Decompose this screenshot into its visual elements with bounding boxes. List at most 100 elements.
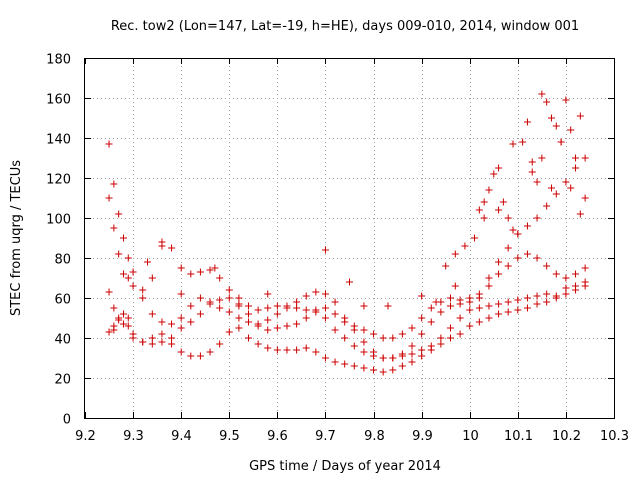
- data-point: [446, 294, 454, 302]
- data-point: [148, 310, 156, 318]
- y-tick-label: 180: [46, 53, 71, 68]
- data-point: [360, 348, 368, 356]
- series-sat-D: [105, 140, 589, 362]
- data-point: [495, 310, 503, 318]
- data-point: [216, 296, 224, 304]
- data-point: [196, 268, 204, 276]
- data-point: [196, 352, 204, 360]
- data-point: [451, 250, 459, 258]
- data-point: [139, 294, 147, 302]
- series-sat-F: [110, 138, 589, 334]
- data-point: [115, 314, 123, 322]
- data-point: [273, 324, 281, 332]
- data-point: [293, 320, 301, 328]
- data-point: [119, 320, 127, 328]
- x-tick-labels: 9.2 9.3 9.4 9.5 9.6 9.7 9.8 9.9 10 10.1 10.2 10.3: [75, 429, 629, 444]
- data-point: [293, 346, 301, 354]
- data-point: [245, 310, 253, 318]
- data-point: [216, 304, 224, 312]
- data-point: [533, 214, 541, 222]
- data-point: [245, 334, 253, 342]
- data-point: [379, 368, 387, 376]
- data-point: [168, 334, 176, 342]
- data-point: [350, 362, 358, 370]
- series-sat-A: [105, 282, 589, 376]
- data-point: [552, 190, 560, 198]
- data-point: [533, 300, 541, 308]
- data-point: [110, 180, 118, 188]
- data-point: [581, 154, 589, 162]
- data-point: [360, 302, 368, 310]
- series-sat-B: [105, 278, 589, 362]
- data-point: [254, 320, 262, 328]
- data-point: [533, 178, 541, 186]
- data-point: [370, 366, 378, 374]
- data-point: [418, 314, 426, 322]
- data-point: [543, 298, 551, 306]
- y-tick-labels: 0 20 40 60 80 100 120 140 160 180: [46, 53, 71, 428]
- data-point: [168, 320, 176, 328]
- data-point: [485, 302, 493, 310]
- data-point: [437, 340, 445, 348]
- data-point: [418, 346, 426, 354]
- data-point: [235, 324, 243, 332]
- data-point: [129, 282, 137, 290]
- data-point: [533, 292, 541, 300]
- data-point: [206, 298, 214, 306]
- data-point: [370, 330, 378, 338]
- data-point: [124, 254, 132, 262]
- data-point: [302, 344, 310, 352]
- data-point: [538, 90, 546, 98]
- data-point: [495, 258, 503, 266]
- data-point: [115, 210, 123, 218]
- data-point: [129, 330, 137, 338]
- x-tick-label: 9.8: [364, 429, 385, 444]
- data-point: [562, 290, 570, 298]
- data-point: [360, 326, 368, 334]
- data-point: [187, 318, 195, 326]
- data-point: [321, 354, 329, 362]
- data-point: [499, 198, 507, 206]
- data-point: [158, 338, 166, 346]
- data-point: [235, 314, 243, 322]
- data-point: [567, 126, 575, 134]
- data-point: [562, 178, 570, 186]
- data-point: [341, 314, 349, 322]
- data-point: [572, 154, 580, 162]
- data-point: [119, 310, 127, 318]
- x-tick-label: 9.9: [412, 429, 433, 444]
- data-point: [581, 278, 589, 286]
- data-point: [216, 274, 224, 282]
- y-tick-label: 40: [54, 333, 71, 348]
- data-point: [225, 328, 233, 336]
- series-sat-E: [442, 90, 584, 270]
- data-point: [264, 304, 272, 312]
- data-point: [572, 164, 580, 172]
- data-point: [451, 282, 459, 290]
- y-tick-label: 60: [54, 293, 71, 308]
- data-point: [312, 348, 320, 356]
- data-point: [538, 154, 546, 162]
- data-point: [144, 258, 152, 266]
- data-point: [196, 294, 204, 302]
- data-point: [360, 364, 368, 372]
- data-point: [523, 118, 531, 126]
- data-point: [302, 292, 310, 300]
- data-point: [461, 242, 469, 250]
- y-axis-label: STEC from uqrg / TECUs: [9, 160, 24, 316]
- data-points: [105, 90, 589, 376]
- data-point: [519, 138, 527, 146]
- data-point: [312, 288, 320, 296]
- data-point: [418, 352, 426, 360]
- y-tick-label: 100: [46, 213, 71, 228]
- data-point: [495, 164, 503, 172]
- data-point: [552, 270, 560, 278]
- data-point: [187, 302, 195, 310]
- data-point: [418, 292, 426, 300]
- data-point: [504, 308, 512, 316]
- data-point: [581, 264, 589, 272]
- data-point: [379, 354, 387, 362]
- data-point: [552, 292, 560, 300]
- x-tick-label: 10.3: [600, 429, 629, 444]
- x-tick-label: 9.6: [267, 429, 288, 444]
